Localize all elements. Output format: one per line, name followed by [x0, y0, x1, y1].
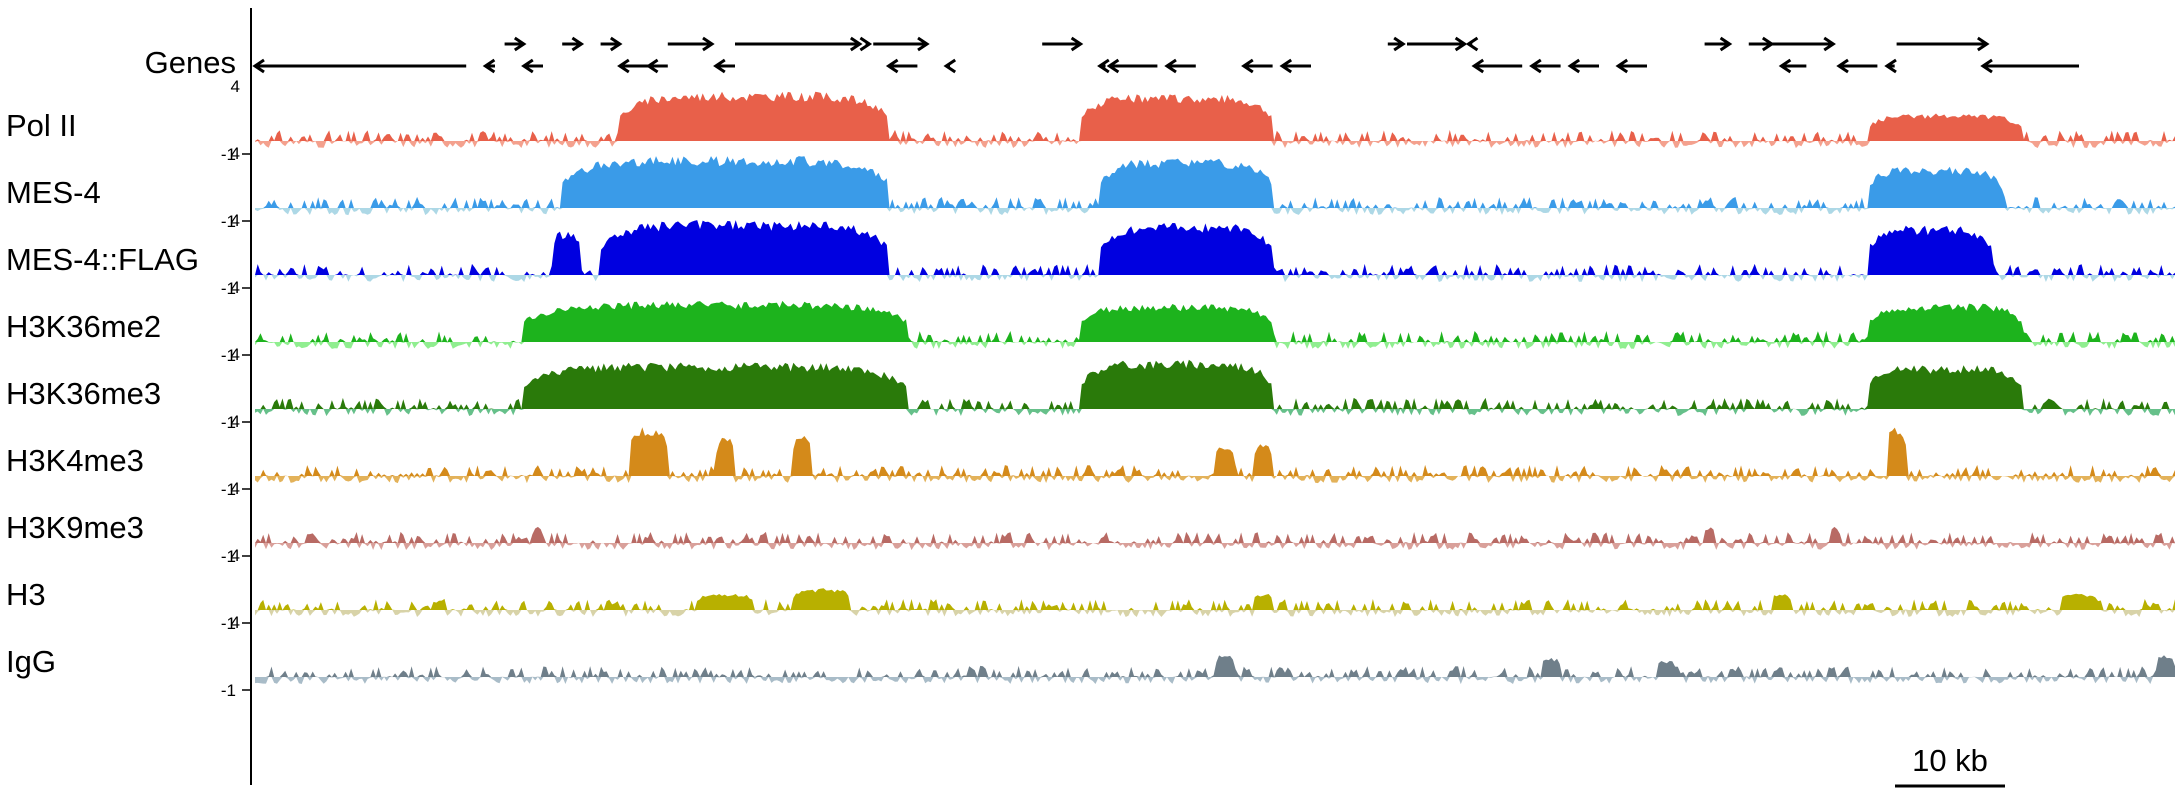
axis-min-label: -1: [221, 346, 236, 365]
axis-max-label: 4: [231, 278, 240, 297]
signal-positive-area: [255, 91, 2175, 141]
gene-arrow: [1471, 58, 1523, 74]
gene-arrow: [1097, 58, 1110, 74]
gene-arrow: [1884, 58, 1897, 74]
signal-negative-area: [255, 610, 2175, 617]
signal-positive-area: [255, 156, 2175, 208]
gene-arrow: [1387, 36, 1406, 52]
gene-arrow: [1042, 36, 1084, 52]
gene-arrow: [1106, 58, 1158, 74]
gene-arrow: [504, 36, 527, 52]
gene-arrow: [1748, 36, 1775, 52]
axis-max-label: 4: [231, 613, 240, 632]
gene-arrow: [1704, 36, 1733, 52]
signal-negative-area: [255, 476, 2175, 484]
track-h3: H34-1: [6, 546, 2175, 633]
genes-label: Genes: [145, 45, 236, 80]
axis-max-label: 4: [231, 211, 240, 230]
gene-arrow: [943, 58, 957, 74]
scale-bar-label: 10 kb: [1912, 743, 1988, 778]
track-label: H3K36me2: [6, 309, 161, 344]
signal-negative-area: [255, 342, 2175, 350]
gene-arrow: [1980, 58, 2079, 74]
axis-max-label: 4: [231, 479, 240, 498]
gene-arrow: [1896, 36, 1990, 52]
signal-negative-area: [255, 141, 2175, 149]
gene-arrows: [252, 36, 2079, 74]
axis-max-label: 4: [231, 412, 240, 431]
axis-min-label: -1: [221, 145, 236, 164]
gene-arrow: [667, 36, 715, 52]
track-mes-4: MES-44-1: [6, 144, 2175, 231]
gene-arrow: [885, 58, 918, 74]
gene-arrow: [645, 58, 668, 74]
signal-positive-area: [255, 655, 2175, 677]
gene-arrow: [617, 58, 649, 74]
track-label: MES-4: [6, 175, 101, 210]
track-pol-ii: Pol II4-1: [6, 77, 2175, 164]
gene-arrow: [713, 58, 735, 74]
track-label: H3K4me3: [6, 443, 144, 478]
gene-arrow: [1771, 36, 1836, 52]
gene-arrow: [1407, 36, 1468, 52]
signal-negative-area: [255, 275, 2175, 283]
signal-positive-area: [255, 359, 2175, 409]
signal-negative-area: [255, 409, 2175, 417]
axis-min-label: -1: [221, 212, 236, 231]
track-label: H3K9me3: [6, 510, 144, 545]
track-label: MES-4::FLAG: [6, 242, 199, 277]
axis-min-label: -1: [221, 480, 236, 499]
gene-arrow: [600, 36, 623, 52]
axis-max-label: 4: [231, 144, 240, 163]
axis-min-label: -1: [221, 413, 236, 432]
gene-arrow: [1164, 58, 1196, 74]
axis-min-label: -1: [221, 547, 236, 566]
gene-arrow: [1778, 58, 1807, 74]
signal-negative-area: [255, 677, 2175, 685]
track-label: H3: [6, 577, 46, 612]
axis-min-label: -1: [221, 681, 236, 700]
gene-arrow: [252, 58, 467, 74]
signal-negative-area: [255, 208, 2175, 216]
axis-max-label: 4: [231, 77, 240, 96]
gene-arrow: [1567, 58, 1599, 74]
track-label: Pol II: [6, 108, 77, 143]
gene-arrow: [482, 58, 496, 74]
axis-max-label: 4: [231, 546, 240, 565]
signal-positive-area: [255, 427, 2175, 476]
gene-arrow: [521, 58, 543, 74]
signal-positive-area: [255, 300, 2175, 342]
gene-arrow: [859, 36, 873, 52]
gene-arrow: [1836, 58, 1878, 74]
axis-min-label: -1: [221, 279, 236, 298]
axis-min-label: -1: [221, 614, 236, 633]
gene-arrow: [873, 36, 930, 52]
track-label: H3K36me3: [6, 376, 161, 411]
scale-bar: 10 kb: [1895, 743, 2005, 788]
axis-max-label: 4: [231, 345, 240, 364]
gene-arrow: [1279, 58, 1311, 74]
gene-arrow: [562, 36, 585, 52]
gene-arrow: [1241, 58, 1273, 74]
track-label: IgG: [6, 644, 56, 679]
gene-arrow: [1615, 58, 1647, 74]
gene-arrow: [735, 36, 863, 52]
signal-tracks: Pol II4-1MES-44-1MES-4::FLAG4-1H3K36me24…: [6, 77, 2175, 700]
signal-positive-area: [255, 588, 2175, 610]
gene-arrow: [1529, 58, 1561, 74]
signal-positive-area: [255, 526, 2175, 543]
gene-arrow: [1465, 36, 1479, 52]
signal-positive-area: [255, 220, 2175, 275]
signal-negative-area: [255, 543, 2175, 551]
